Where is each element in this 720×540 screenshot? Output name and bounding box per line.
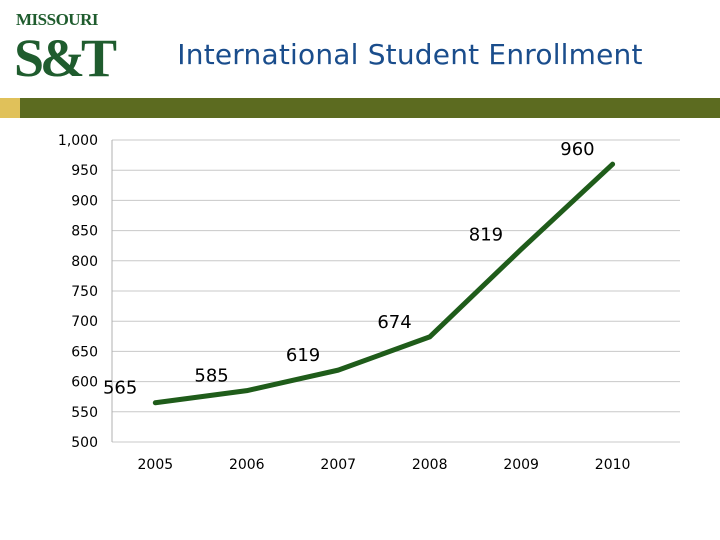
- y-tick-label: 550: [71, 405, 98, 421]
- data-label: 619: [286, 345, 320, 366]
- y-tick-label: 1,000: [58, 133, 98, 149]
- data-labels: 565 585 619 674 819 960: [103, 139, 595, 399]
- logo-wordmark-missouri: MISSOURI: [16, 10, 98, 29]
- data-label: 585: [194, 366, 228, 387]
- data-label: 565: [103, 378, 137, 399]
- y-tick-label: 850: [71, 224, 98, 240]
- data-label: 960: [560, 139, 594, 160]
- y-tick-label: 650: [71, 344, 98, 360]
- y-tick-label: 700: [71, 314, 98, 330]
- y-tick-label: 950: [71, 163, 98, 179]
- x-tick-label: 2008: [412, 457, 448, 473]
- y-tick-label: 750: [71, 284, 98, 300]
- x-tick-label: 2010: [595, 457, 631, 473]
- accent-bar-gold: [0, 98, 20, 118]
- y-axis-tick-labels: 1,000 950 900 850 800 750 700 650 600 550 500: [58, 133, 98, 451]
- data-label: 674: [377, 312, 411, 333]
- y-tick-label: 800: [71, 254, 98, 270]
- y-tick-label: 900: [71, 193, 98, 209]
- y-tick-label: 600: [71, 375, 98, 391]
- x-tick-label: 2005: [138, 457, 174, 473]
- slide-title: International Student Enrollment: [177, 38, 643, 71]
- logo-wordmark-st: S&T: [14, 28, 117, 88]
- missouri-st-logo: MISSOURI S&T: [14, 10, 117, 88]
- x-tick-label: 2006: [229, 457, 265, 473]
- accent-bar-olive: [20, 98, 720, 118]
- x-tick-label: 2009: [503, 457, 539, 473]
- x-tick-label: 2007: [320, 457, 356, 473]
- chart-gridlines: [112, 139, 680, 443]
- series-line-enrollment: [152, 161, 616, 406]
- y-tick-label: 500: [71, 435, 98, 451]
- x-axis-tick-labels: 2005 2006 2007 2008 2009 2010: [138, 457, 631, 473]
- data-label: 819: [469, 224, 503, 245]
